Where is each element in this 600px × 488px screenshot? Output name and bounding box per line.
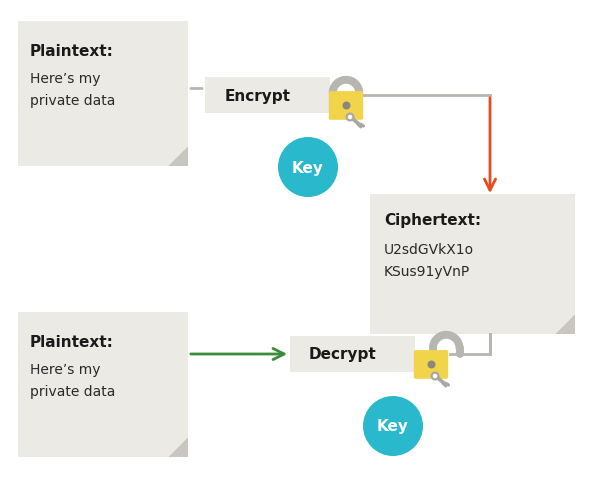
Circle shape <box>278 138 338 198</box>
Text: Decrypt: Decrypt <box>308 347 376 362</box>
Polygon shape <box>168 437 188 457</box>
Text: Key: Key <box>377 419 409 434</box>
Polygon shape <box>18 312 188 457</box>
Text: Plaintext:: Plaintext: <box>30 334 114 349</box>
Polygon shape <box>18 22 188 167</box>
Polygon shape <box>370 195 575 334</box>
Circle shape <box>433 374 437 379</box>
Text: Ciphertext:: Ciphertext: <box>384 213 481 227</box>
Polygon shape <box>168 147 188 167</box>
Polygon shape <box>555 314 575 334</box>
Polygon shape <box>205 78 330 114</box>
Text: Encrypt: Encrypt <box>224 88 290 103</box>
Text: Key: Key <box>292 160 324 175</box>
Polygon shape <box>290 336 415 372</box>
Circle shape <box>431 372 439 381</box>
Circle shape <box>346 113 355 122</box>
FancyBboxPatch shape <box>329 92 363 121</box>
Text: Plaintext:: Plaintext: <box>30 44 114 59</box>
Text: Here’s my
private data: Here’s my private data <box>30 362 115 398</box>
Text: Here’s my
private data: Here’s my private data <box>30 72 115 107</box>
Circle shape <box>363 396 423 456</box>
FancyBboxPatch shape <box>414 350 448 379</box>
Circle shape <box>348 116 352 120</box>
Text: U2sdGVkX1o
KSus91yVnP: U2sdGVkX1o KSus91yVnP <box>384 243 474 278</box>
